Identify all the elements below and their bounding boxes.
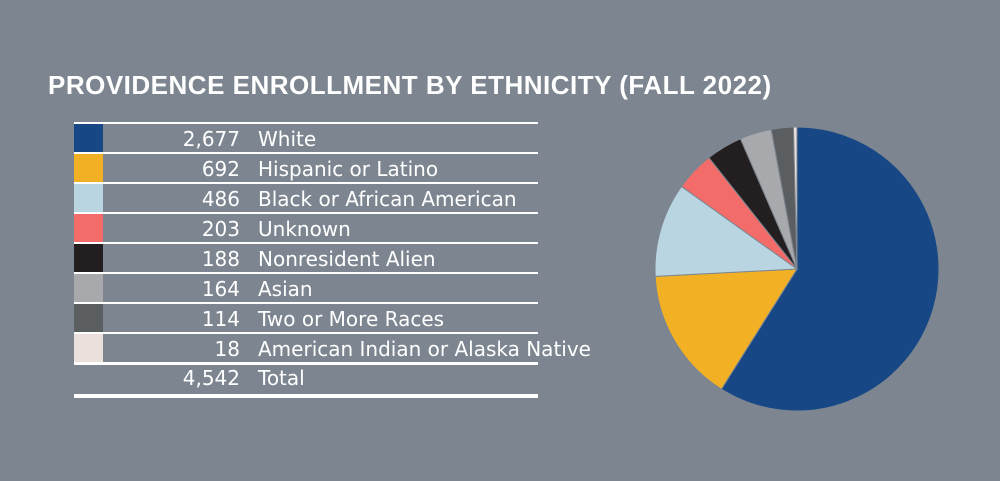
legend-count: 188 bbox=[201, 247, 240, 271]
chart-title: PROVIDENCE ENROLLMENT BY ETHNICITY (FALL… bbox=[48, 70, 772, 100]
legend-label: Unknown bbox=[258, 217, 351, 241]
legend-swatch bbox=[74, 274, 103, 302]
legend-label: Asian bbox=[258, 277, 313, 301]
legend-count: 18 bbox=[214, 337, 240, 361]
legend-swatch bbox=[74, 154, 103, 182]
legend-total-row: 4,542 Total bbox=[74, 362, 538, 398]
pie-slices bbox=[654, 126, 940, 412]
legend-row: 114 Two or More Races bbox=[74, 302, 538, 332]
pie-slice-hispanic-or-latino bbox=[654, 268, 798, 390]
legend-count: 203 bbox=[201, 217, 240, 241]
legend-label: Black or African American bbox=[258, 187, 517, 211]
legend-label: Hispanic or Latino bbox=[258, 157, 439, 181]
pie-slice-american-indian-or-alaska-native bbox=[792, 126, 798, 270]
total-label: Total bbox=[258, 366, 305, 390]
pie-chart bbox=[654, 126, 940, 412]
legend-swatch bbox=[74, 214, 103, 242]
legend-label: Two or More Races bbox=[258, 307, 445, 331]
legend-label: White bbox=[258, 127, 317, 151]
legend-count: 486 bbox=[201, 187, 240, 211]
legend-count: 114 bbox=[201, 307, 240, 331]
legend-count: 692 bbox=[201, 157, 240, 181]
legend-row: 692 Hispanic or Latino bbox=[74, 152, 538, 182]
pie-slice-white bbox=[720, 126, 940, 412]
legend-row: 486 Black or African American bbox=[74, 182, 538, 212]
legend-row: 203 Unknown bbox=[74, 212, 538, 242]
legend-row: 2,677 White bbox=[74, 122, 538, 152]
legend-row: 188 Nonresident Alien bbox=[74, 242, 538, 272]
total-count: 4,542 bbox=[182, 366, 240, 390]
total-rule bbox=[74, 394, 538, 398]
legend-swatch bbox=[74, 334, 103, 362]
legend-row: 164 Asian bbox=[74, 272, 538, 302]
legend-swatch bbox=[74, 124, 103, 152]
legend-swatch bbox=[74, 244, 103, 272]
legend-swatch bbox=[74, 304, 103, 332]
legend-label: American Indian or Alaska Native bbox=[258, 337, 591, 361]
legend-table: 2,677 White 692 Hispanic or Latino 486 B… bbox=[74, 122, 591, 398]
legend-row: 18 American Indian or Alaska Native bbox=[74, 332, 591, 362]
legend-swatch bbox=[74, 184, 103, 212]
legend-count: 2,677 bbox=[182, 127, 240, 151]
pie-slice-black-or-african-american bbox=[654, 185, 799, 277]
legend-label: Nonresident Alien bbox=[258, 247, 436, 271]
legend-count: 164 bbox=[201, 277, 240, 301]
